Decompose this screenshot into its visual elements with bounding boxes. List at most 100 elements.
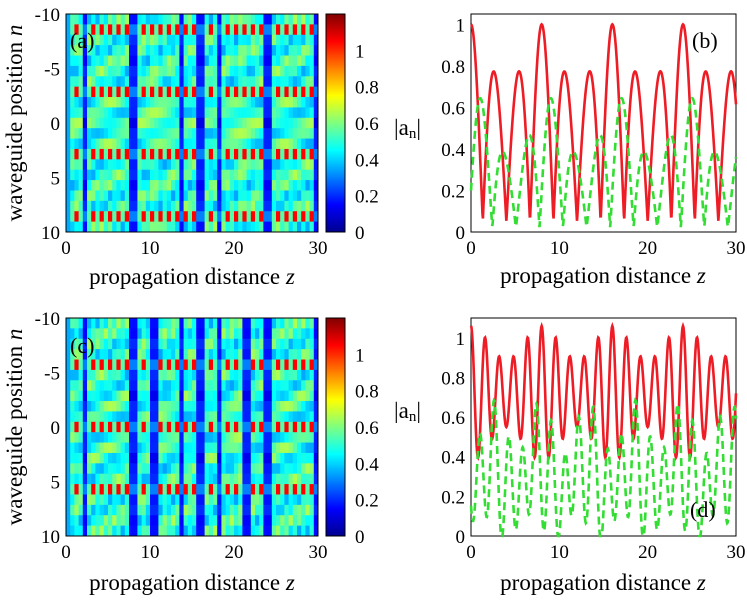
x-tick-label: 20	[638, 238, 657, 259]
heatmap-cell	[271, 14, 277, 25]
heatmap-cell	[276, 211, 281, 223]
heatmap-cell	[213, 117, 218, 129]
heatmap-cell	[250, 169, 256, 181]
heatmap-cell	[112, 86, 117, 98]
heatmap-cell	[234, 494, 239, 506]
heatmap-cell	[171, 200, 176, 212]
heatmap-cell	[74, 411, 79, 423]
heatmap-cell	[70, 359, 75, 371]
heatmap-cell	[112, 148, 117, 160]
heatmap-cell	[91, 328, 96, 340]
heatmap-cell	[250, 401, 256, 412]
heatmap-cell	[255, 128, 260, 139]
heatmap-cell	[221, 452, 226, 464]
heatmap-cell	[246, 515, 252, 527]
heatmap-cell	[187, 421, 193, 433]
heatmap-cell	[124, 369, 130, 381]
heatmap-cell	[288, 390, 294, 402]
heatmap-cell	[288, 349, 294, 360]
heatmap-cell	[183, 65, 189, 77]
heatmap-cell	[204, 65, 210, 77]
heatmap-cell	[141, 369, 147, 381]
heatmap-cell	[137, 169, 142, 181]
heatmap-cell	[120, 349, 126, 360]
heatmap-cell	[158, 504, 163, 516]
heatmap-cell	[242, 401, 247, 412]
heatmap-cell	[99, 180, 105, 191]
heatmap-cell	[162, 442, 168, 454]
heatmap-cell	[154, 411, 159, 423]
heatmap-cell	[221, 401, 226, 412]
heatmap-cell	[267, 45, 273, 56]
heatmap-cell	[288, 169, 294, 181]
heatmap-cell	[162, 169, 168, 181]
heatmap-cell	[162, 463, 168, 475]
heatmap-cell	[82, 128, 88, 139]
heatmap-cell	[150, 349, 155, 360]
heatmap-cell	[276, 138, 281, 150]
heatmap-cell	[78, 159, 84, 171]
heatmap-cell	[242, 117, 247, 129]
heatmap-cell	[267, 24, 273, 36]
heatmap-cell	[284, 369, 289, 381]
heatmap-cell	[108, 338, 113, 350]
heatmap-cell	[120, 338, 126, 350]
heatmap-cell	[255, 390, 260, 402]
heatmap-cell	[259, 138, 264, 150]
heatmap-cell	[276, 159, 281, 171]
heatmap-cell	[259, 169, 264, 181]
heatmap-cell	[192, 338, 197, 350]
heatmap-cell	[284, 138, 289, 150]
heatmap-cell	[120, 190, 126, 202]
heatmap-cell	[238, 318, 243, 329]
heatmap-cell	[301, 159, 306, 171]
heatmap-cell	[129, 380, 134, 392]
heatmap-cell	[246, 76, 252, 88]
heatmap-cell	[70, 128, 75, 139]
heatmap-cell	[301, 76, 306, 88]
heatmap-cell	[183, 442, 189, 454]
heatmap-cell	[305, 148, 310, 160]
heatmap-cell	[108, 14, 113, 25]
heatmap-cell	[259, 442, 264, 454]
heatmap-cell	[234, 473, 239, 485]
heatmap-cell	[103, 180, 109, 191]
heatmap-cell	[116, 190, 121, 202]
heatmap-c-ylabel: waveguide position n	[2, 329, 27, 526]
heatmap-cell	[175, 107, 180, 119]
heatmap-cell	[313, 338, 319, 350]
heatmap-cell	[271, 34, 277, 46]
heatmap-cell	[271, 211, 277, 223]
heatmap-cell	[74, 318, 79, 329]
heatmap-cell	[200, 128, 205, 139]
heatmap-cell	[263, 34, 268, 46]
heatmap-cell	[255, 473, 260, 485]
heatmap-cell	[259, 494, 264, 506]
heatmap-cell	[229, 525, 235, 537]
heatmap-cell	[234, 369, 239, 381]
heatmap-cell	[129, 117, 134, 129]
heatmap-cell	[74, 390, 79, 402]
heatmap-cell	[192, 221, 197, 233]
heatmap-cell	[284, 200, 289, 212]
heatmap-cell	[112, 24, 117, 36]
heatmap-cell	[242, 421, 247, 433]
heatmap-cell	[196, 421, 201, 433]
heatmap-cell	[213, 138, 218, 150]
heatmap-cell	[250, 14, 256, 25]
heatmap-cell	[305, 221, 310, 233]
heatmap-cell	[183, 138, 189, 150]
heatmap-cell	[187, 328, 193, 340]
heatmap-cell	[187, 117, 193, 129]
heatmap-cell	[288, 159, 294, 171]
heatmap-cell	[267, 159, 273, 171]
heatmap-cell	[242, 138, 247, 150]
heatmap-cell	[120, 525, 126, 537]
heatmap-cell	[145, 359, 151, 371]
heatmap-cell	[301, 318, 306, 329]
heatmap-cell	[309, 349, 315, 360]
heatmap-cell	[271, 504, 277, 516]
heatmap-cell	[82, 401, 88, 412]
heatmap-cell	[91, 55, 96, 67]
heatmap-cell	[301, 515, 306, 527]
